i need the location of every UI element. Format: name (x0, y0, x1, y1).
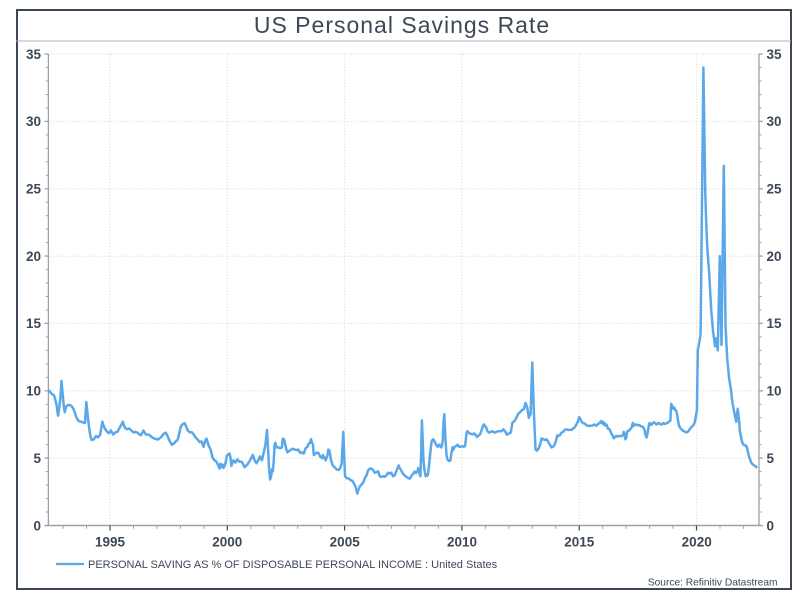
svg-text:15: 15 (26, 316, 42, 331)
svg-text:25: 25 (26, 182, 42, 197)
svg-text:10: 10 (767, 384, 782, 399)
svg-text:PERSONAL SAVING AS % OF DISPOS: PERSONAL SAVING AS % OF DISPOSABLE PERSO… (88, 559, 498, 571)
svg-text:5: 5 (33, 451, 41, 466)
svg-text:20: 20 (26, 249, 41, 264)
svg-text:US Personal Savings Rate: US Personal Savings Rate (254, 12, 550, 38)
svg-text:1995: 1995 (95, 535, 126, 550)
svg-text:2020: 2020 (682, 535, 712, 550)
svg-text:Source: Refinitiv Datastream: Source: Refinitiv Datastream (648, 578, 778, 589)
svg-text:35: 35 (767, 47, 783, 62)
svg-text:15: 15 (767, 316, 783, 331)
svg-text:2000: 2000 (212, 535, 242, 550)
svg-text:2015: 2015 (564, 535, 595, 550)
svg-text:20: 20 (767, 249, 782, 264)
svg-text:2010: 2010 (447, 535, 477, 550)
svg-text:5: 5 (767, 451, 775, 466)
svg-text:25: 25 (767, 182, 783, 197)
svg-text:10: 10 (26, 384, 41, 399)
svg-text:35: 35 (26, 47, 42, 62)
svg-text:0: 0 (33, 518, 41, 533)
svg-text:0: 0 (767, 518, 775, 533)
svg-text:2005: 2005 (330, 535, 361, 550)
svg-text:30: 30 (26, 114, 41, 129)
svg-text:30: 30 (767, 114, 782, 129)
